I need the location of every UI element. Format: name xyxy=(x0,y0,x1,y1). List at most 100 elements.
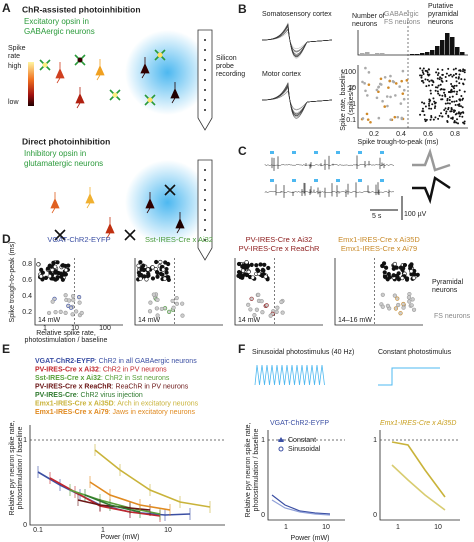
neuron xyxy=(95,59,105,81)
scatter-dot xyxy=(366,94,369,97)
curve xyxy=(391,464,446,511)
scatter-dot xyxy=(444,107,447,110)
scatter-dot xyxy=(398,85,401,88)
scatter-dot xyxy=(449,73,452,76)
probe-site xyxy=(204,209,206,211)
legend-label: PV-IRES-Cre: ChR2 virus injection xyxy=(35,392,143,399)
scatter-dot xyxy=(166,275,171,280)
histogram-bar xyxy=(460,52,465,55)
waveform xyxy=(261,84,333,116)
scatter-dot xyxy=(441,94,444,97)
scatter-dot xyxy=(441,68,444,71)
scatter-dot xyxy=(434,105,437,108)
legend-label: Constant xyxy=(288,437,316,444)
scatter-dot xyxy=(453,121,456,124)
x-tick-label: 1 xyxy=(396,524,400,531)
scatter-dot xyxy=(426,73,429,76)
scatter-dot xyxy=(460,95,463,98)
scatter-dot xyxy=(50,267,55,273)
waveform xyxy=(261,84,333,117)
probe-site xyxy=(204,229,206,231)
scatter-dot xyxy=(159,306,164,312)
curve xyxy=(94,449,211,508)
scatter-dot xyxy=(428,102,431,105)
panel-label: E xyxy=(2,342,10,356)
scatter-dot xyxy=(364,66,367,70)
scatter-dot xyxy=(380,304,385,309)
scatter-dot xyxy=(423,118,426,121)
scatter-dot xyxy=(51,276,56,281)
x-tick-label: 0.8 xyxy=(450,131,460,138)
scatter-dot xyxy=(429,118,432,121)
neuron xyxy=(145,192,155,214)
light-pulse xyxy=(292,151,296,154)
scatter-dot xyxy=(429,89,432,92)
colorbar xyxy=(28,62,34,106)
axis-label: photostimulation / baseline xyxy=(25,337,108,344)
scatter-dot xyxy=(428,104,431,107)
scatter-dot xyxy=(361,117,365,120)
scatter-dot xyxy=(164,270,169,275)
scatter-dot xyxy=(240,268,246,273)
waveform xyxy=(261,87,333,113)
axis xyxy=(267,430,345,521)
scatter-dot xyxy=(389,74,392,78)
annotation: Sinusoidal photostimulus (40 Hz) xyxy=(252,349,354,356)
waveform xyxy=(261,29,333,52)
waveform xyxy=(261,84,333,117)
subtitle: Excitatory opsin in xyxy=(24,17,89,26)
plot-title: Emx1-IRES-Cre x Ai35D xyxy=(380,420,456,427)
probe-site xyxy=(204,199,206,201)
scatter-dot xyxy=(280,310,285,315)
scatter-dot xyxy=(155,270,160,276)
scatter-dot xyxy=(401,92,405,95)
scatter-dot xyxy=(453,84,456,87)
legend-desc: : ChR2 virus injection xyxy=(77,392,143,399)
scatter-dot xyxy=(458,69,461,72)
waveform xyxy=(261,23,333,58)
scatter-dot xyxy=(36,262,41,267)
scatter-dot xyxy=(259,299,264,304)
y-tick-label: 0 xyxy=(23,522,27,529)
axis-label: neurons xyxy=(352,21,378,28)
scatter-dot xyxy=(262,262,267,267)
scatter-dot xyxy=(63,293,68,298)
scatter-dot xyxy=(381,99,384,103)
scatter-dot xyxy=(68,305,74,310)
scatter-dot xyxy=(452,74,455,77)
y-tick-label: 10 xyxy=(348,85,356,92)
scatter-dot xyxy=(256,268,261,273)
y-tick-label: 0.2 xyxy=(22,309,32,316)
scatter-dot xyxy=(254,263,259,268)
scatter-dot xyxy=(377,90,380,94)
scatter-dot xyxy=(455,93,458,96)
legend-name: PV-IRES-Cre x Ai32 xyxy=(35,366,99,373)
scatter-dot xyxy=(139,272,144,278)
histogram-bar xyxy=(440,40,445,55)
scatter-dot xyxy=(432,97,435,100)
legend-desc: : Jaws in excitatory neurons xyxy=(109,409,196,416)
annotation: FS neurons xyxy=(434,313,471,320)
light xyxy=(125,30,210,115)
scatter-dot xyxy=(77,295,82,300)
scatter-dot xyxy=(385,95,389,98)
probe-label: recording xyxy=(216,71,245,78)
scatter-dot xyxy=(451,117,454,120)
histogram-bar xyxy=(455,47,460,55)
scatter-dot xyxy=(438,114,441,117)
scatter-dot xyxy=(150,265,155,270)
scatter-dot xyxy=(260,267,265,272)
scatter-dot xyxy=(432,81,435,84)
scatter-dot xyxy=(147,309,153,314)
axis-label: Relative pyr neuron spike rate, xyxy=(9,420,16,515)
scatter-dot xyxy=(180,313,185,318)
y-tick-label: 100 xyxy=(344,69,356,76)
scatter-dot xyxy=(458,115,461,118)
scatter-dot xyxy=(398,311,403,316)
scatter-dot xyxy=(171,305,176,310)
x-tick-label: 10 xyxy=(164,527,172,534)
scatter-dot xyxy=(400,275,405,281)
scatter-dot xyxy=(447,114,450,117)
scatter-dot xyxy=(462,121,465,124)
